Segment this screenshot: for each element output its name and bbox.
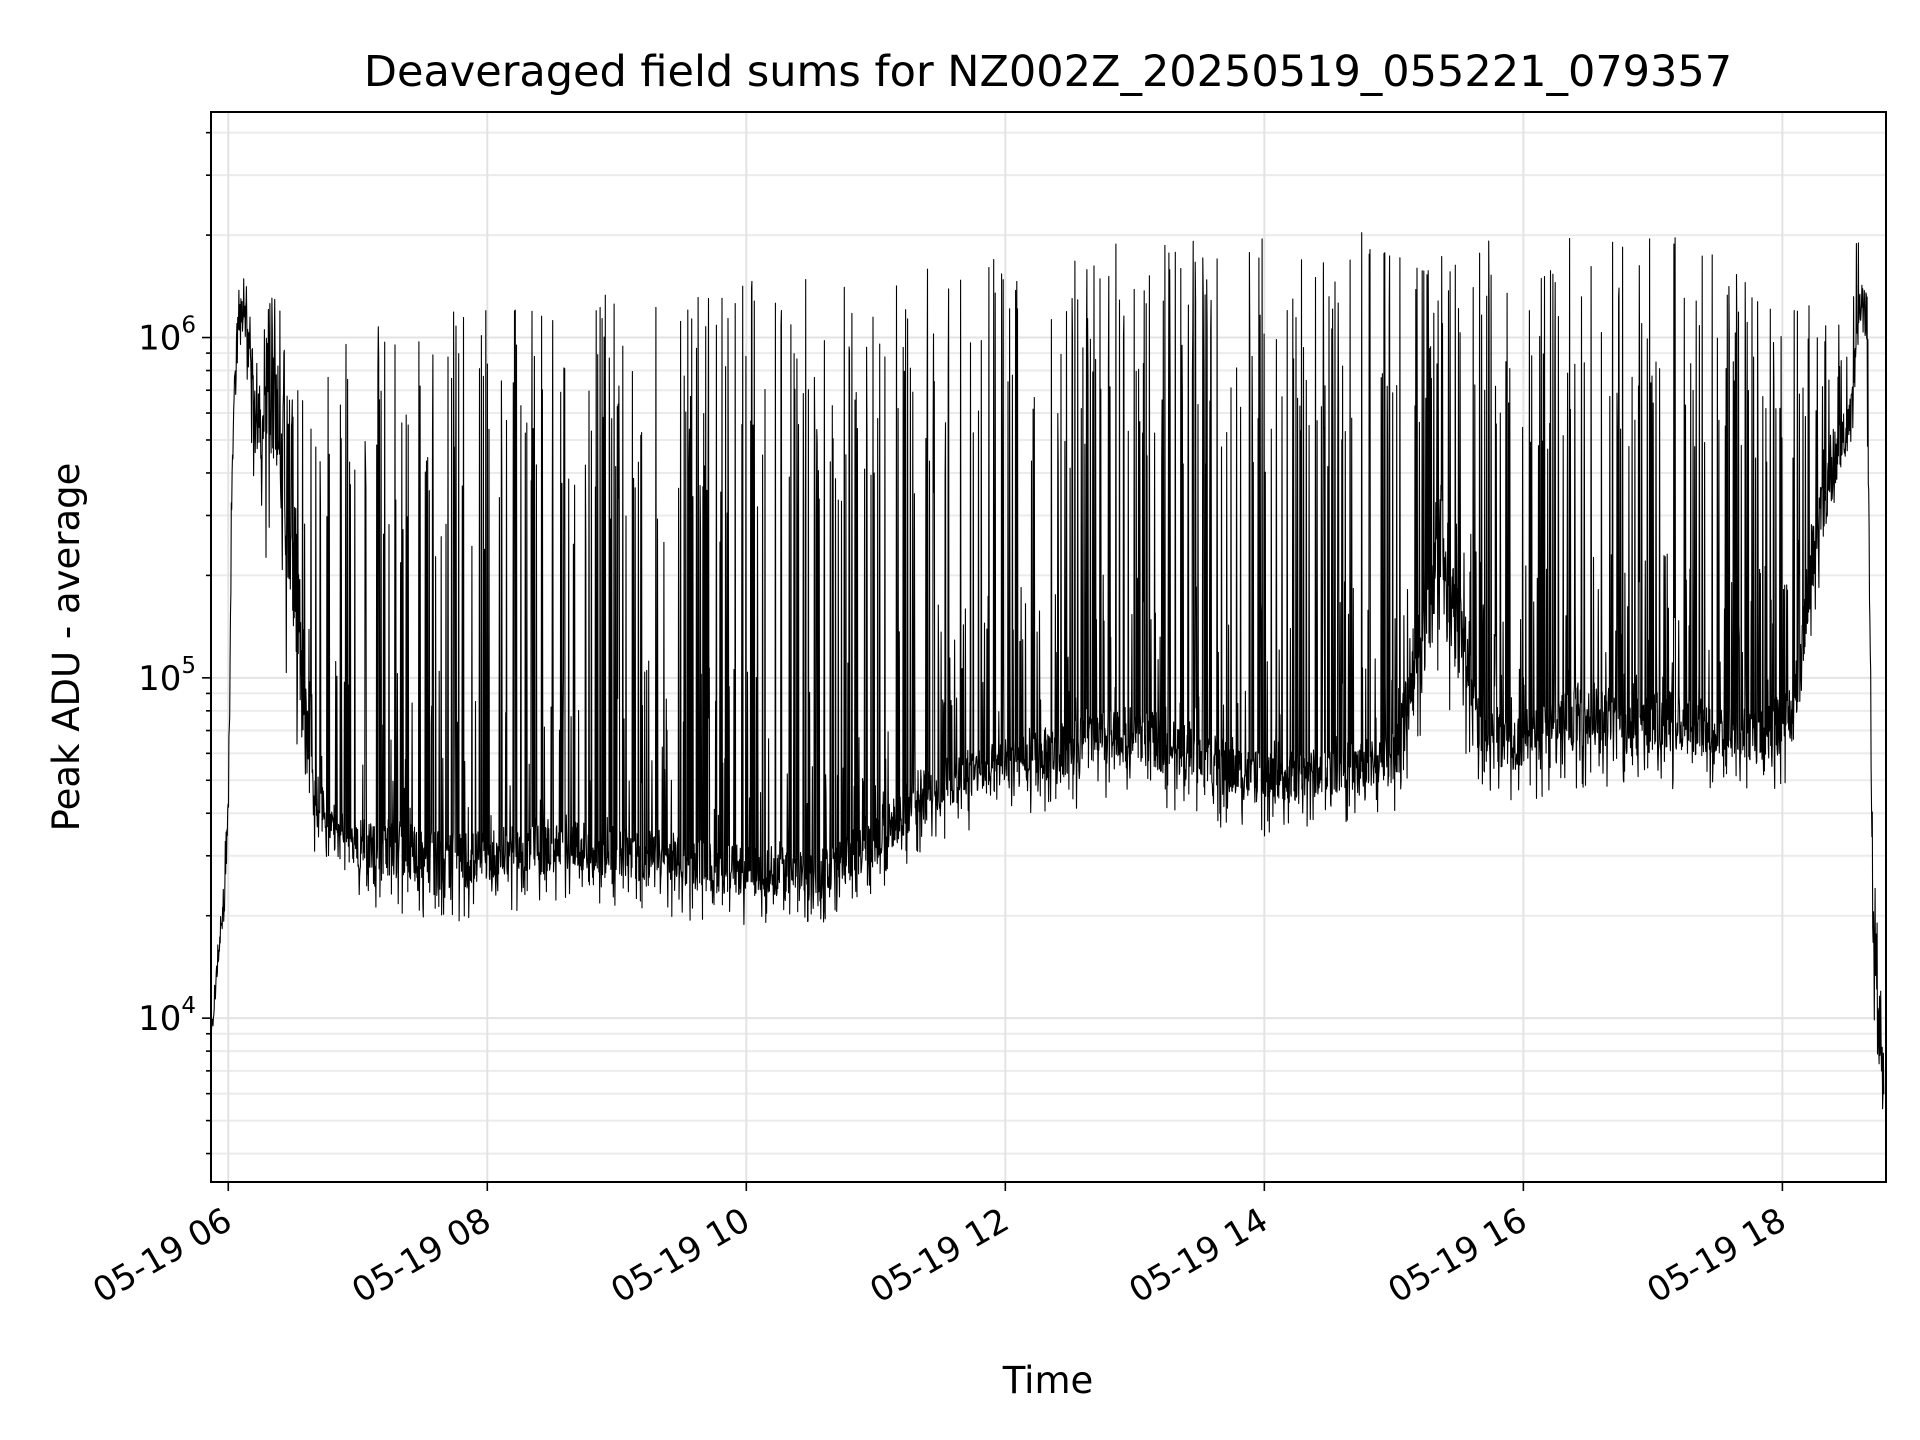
series-line [210, 232, 1885, 1110]
y-axis-label: Peak ADU - average [45, 463, 88, 832]
chart-title: Deaveraged field sums for NZ002Z_2025051… [364, 47, 1732, 97]
y-axis: 104 105 106 [138, 131, 211, 1155]
x-tick-label: 05-19 10 [604, 1200, 756, 1311]
series-layer [210, 232, 1885, 1110]
y-tick-label: 106 [138, 313, 196, 359]
x-tick-label: 05-19 12 [863, 1200, 1015, 1311]
y-tick-label: 104 [138, 993, 196, 1039]
y-tick-label: 105 [138, 653, 196, 699]
x-tick-label: 05-19 18 [1640, 1200, 1792, 1311]
x-tick-label: 05-19 14 [1122, 1200, 1274, 1311]
x-tick-label: 05-19 06 [86, 1200, 238, 1311]
x-axis: 05-19 06 05-19 08 05-19 10 05-19 12 05-19 14… [86, 1182, 1793, 1311]
x-axis-label: Time [1002, 1359, 1094, 1402]
grid [211, 112, 1886, 1182]
x-tick-label: 05-19 16 [1381, 1200, 1533, 1311]
plot-frame [210, 111, 1887, 1183]
x-tick-label: 05-19 08 [345, 1200, 497, 1311]
